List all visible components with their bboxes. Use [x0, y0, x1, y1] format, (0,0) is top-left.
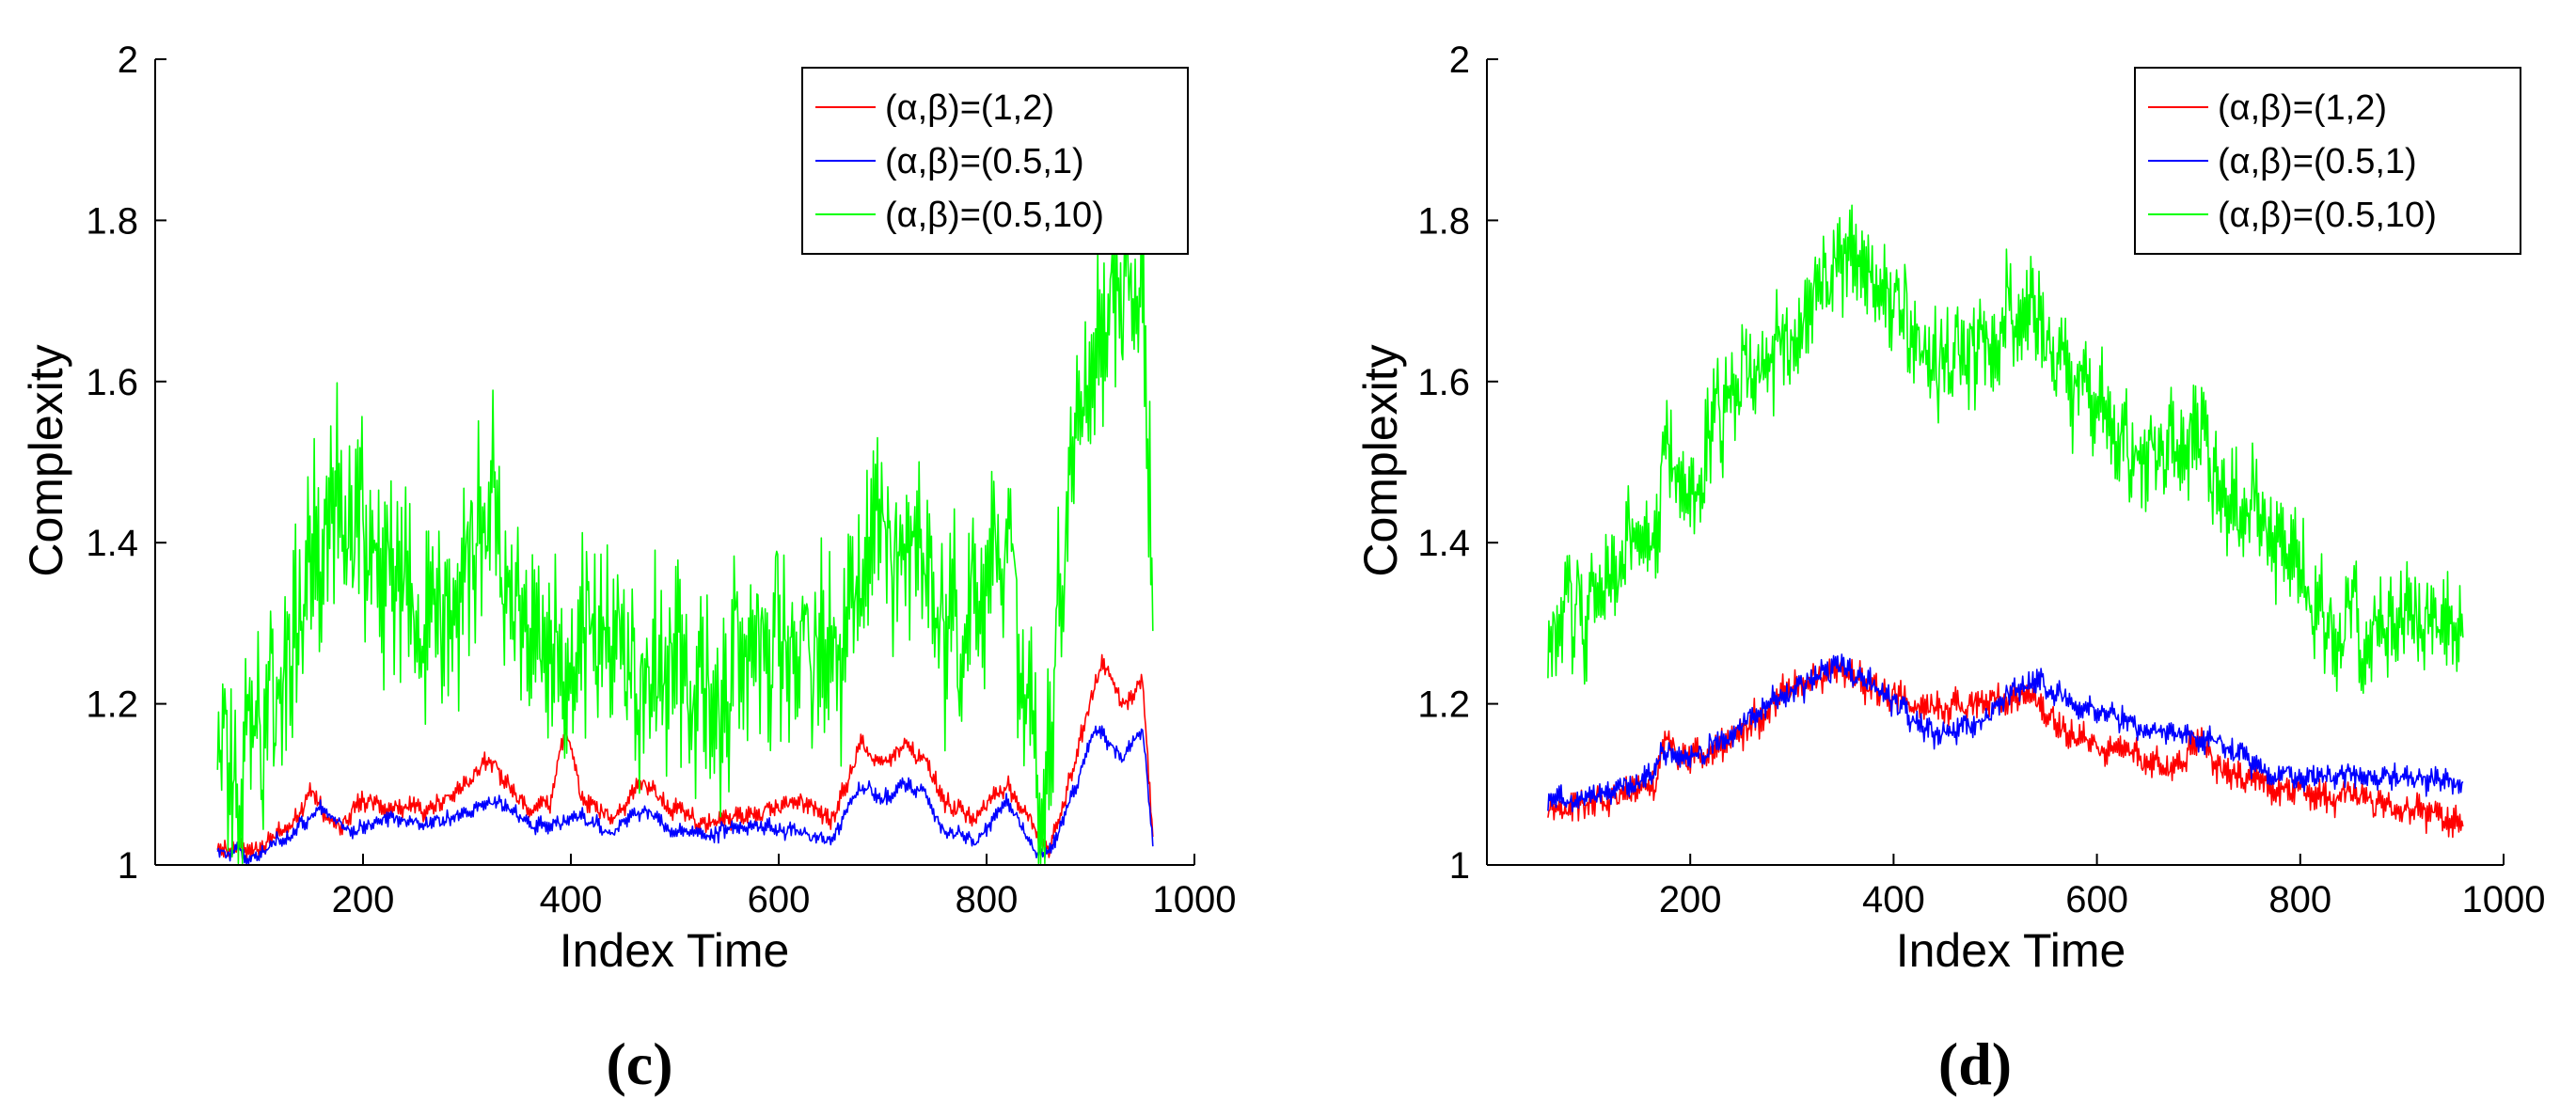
y-axis-label: Complexity — [20, 344, 72, 576]
x-tick-label: 1000 — [2462, 879, 2546, 920]
x-tick-label: 200 — [1659, 879, 1722, 920]
series-line — [216, 653, 1154, 862]
series-layer — [1547, 204, 2464, 839]
y-axis-label: Complexity — [1354, 344, 1407, 576]
axes: 200 400 600 800 1000 1 1.2 1.4 1.6 1.8 2 — [1417, 39, 2545, 920]
y-tick-label: 2 — [118, 39, 138, 81]
chart-d: 200 400 600 800 1000 1 1.2 1.4 1.6 1.8 2 (α,β)=(1,… — [1354, 39, 2545, 1097]
axes: 200 400 600 800 1000 1 1.2 1.4 1.6 1.8 2 — [86, 39, 1236, 920]
legend-label: (α,β)=(0.5,10) — [2218, 196, 2437, 235]
series-line — [1547, 658, 2464, 839]
y-tick-label: 1.4 — [1417, 523, 1470, 564]
series-layer — [216, 190, 1154, 866]
series-line — [1547, 653, 2464, 813]
panel-label: (d) — [1938, 1030, 2012, 1097]
legend: (α,β)=(1,2) (α,β)=(0.5,1) (α,β)=(0.5,10) — [801, 67, 1189, 255]
series-line — [1547, 204, 2464, 694]
x-tick-label: 600 — [748, 879, 811, 920]
x-tick-label: 200 — [332, 879, 395, 920]
x-axis-label: Index Time — [560, 924, 790, 977]
x-axis-label: Index Time — [1896, 924, 2126, 977]
x-tick-label: 400 — [540, 879, 603, 920]
x-tick-label: 600 — [2065, 879, 2128, 920]
legend-label: (α,β)=(0.5,10) — [885, 196, 1104, 235]
y-tick-label: 1.6 — [86, 362, 138, 403]
y-tick-label: 1.2 — [1417, 684, 1470, 726]
y-tick-label: 1.2 — [86, 684, 138, 726]
y-tick-label: 1 — [1449, 845, 1470, 887]
legend: (α,β)=(1,2) (α,β)=(0.5,1) (α,β)=(0.5,10) — [2134, 67, 2521, 255]
x-tick-label: 1000 — [1153, 879, 1237, 920]
legend-label: (α,β)=(1,2) — [2218, 88, 2387, 128]
series-line — [216, 190, 1154, 865]
x-tick-label: 800 — [956, 879, 1019, 920]
series-line — [216, 725, 1154, 866]
x-tick-label: 400 — [1862, 879, 1925, 920]
y-tick-label: 1.6 — [1417, 362, 1470, 403]
chart-c: 200 400 600 800 1000 1 1.2 1.4 1.6 1.8 2 (α,β)=(1,… — [20, 39, 1236, 1097]
x-tick-label: 800 — [2268, 879, 2331, 920]
legend-label: (α,β)=(1,2) — [885, 88, 1054, 128]
legend-label: (α,β)=(0.5,1) — [885, 142, 1084, 181]
y-tick-label: 1.8 — [86, 200, 138, 242]
y-tick-label: 2 — [1449, 39, 1470, 81]
legend-label: (α,β)=(0.5,1) — [2218, 142, 2417, 181]
y-tick-label: 1 — [118, 845, 138, 887]
panel-label: (c) — [606, 1030, 672, 1097]
y-tick-label: 1.4 — [86, 523, 138, 564]
y-tick-label: 1.8 — [1417, 200, 1470, 242]
